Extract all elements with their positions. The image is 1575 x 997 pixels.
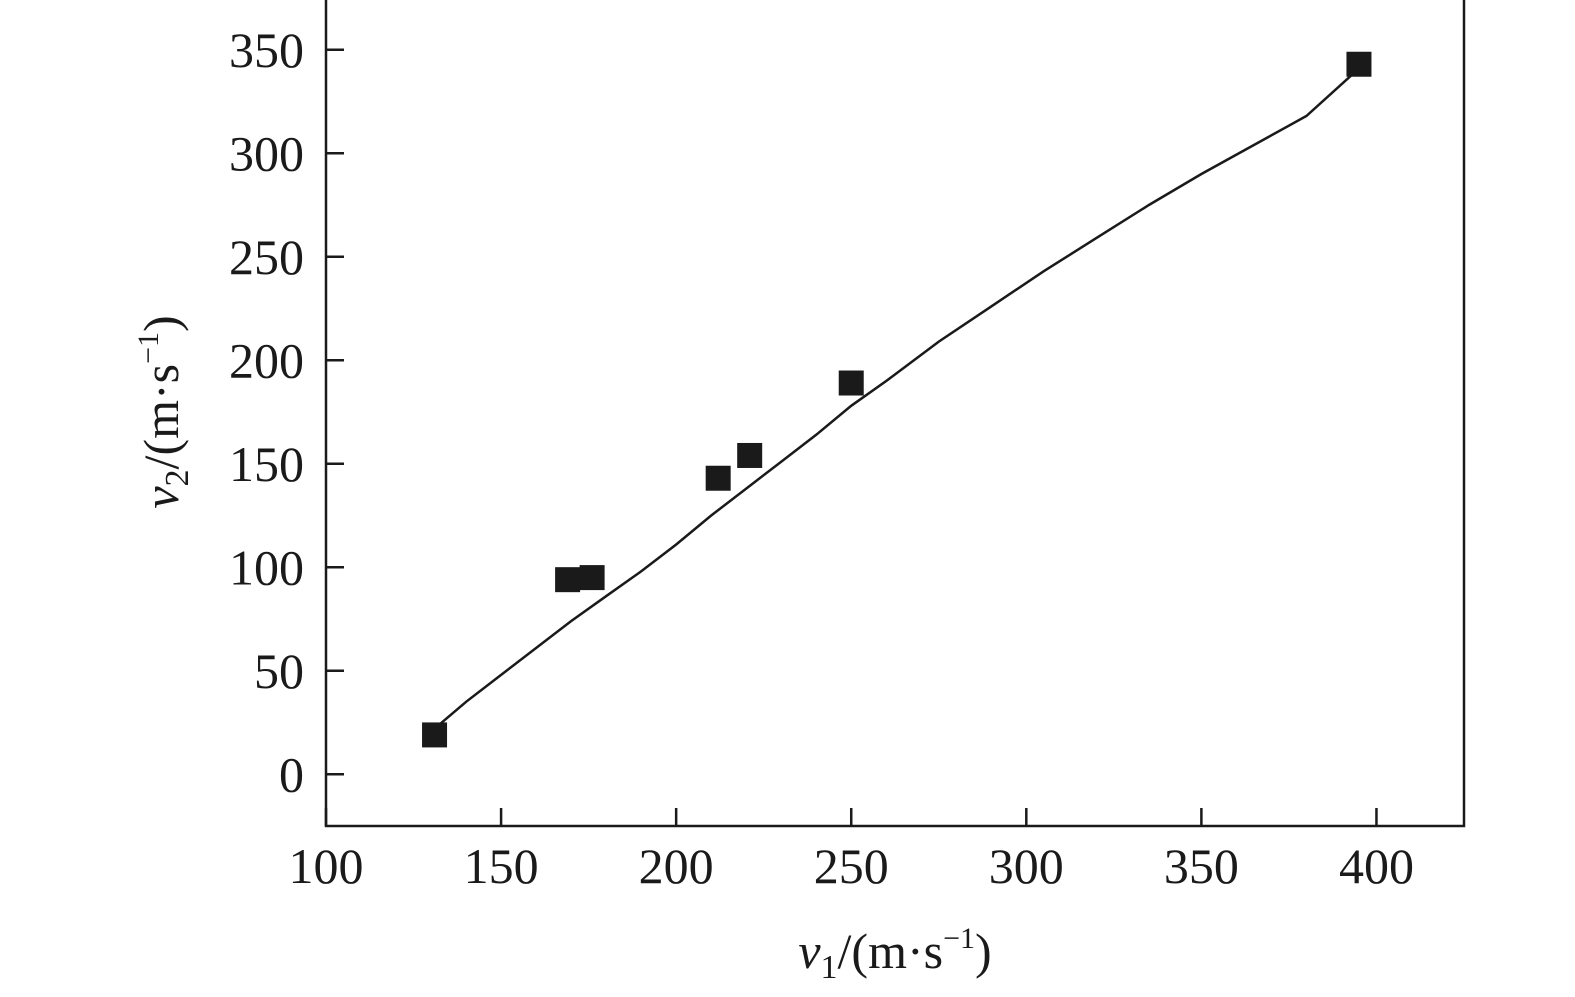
data-point: [705, 465, 731, 491]
data-markers: [422, 51, 1372, 748]
x-tick-label: 150: [464, 838, 539, 894]
y-tick-label: 0: [279, 746, 304, 802]
y-axis-ticks: 0 50 100 150 200 250 300 350: [229, 22, 344, 802]
y-tick-label: 200: [229, 332, 304, 388]
x-tick-label: 400: [1339, 838, 1414, 894]
x-tick-label: 100: [289, 838, 364, 894]
y-tick-label: 350: [229, 22, 304, 78]
x-tick-label: 250: [814, 838, 889, 894]
data-point: [579, 565, 605, 591]
y-tick-label: 100: [229, 539, 304, 595]
x-axis-title: v1/(m·s−1): [798, 922, 991, 986]
data-point: [555, 567, 581, 593]
data-point: [422, 722, 448, 748]
x-tick-label: 300: [989, 838, 1064, 894]
y-axis-title: v2/(m·s−1): [132, 315, 196, 508]
y-tick-label: 300: [229, 125, 304, 181]
y-tick-label: 50: [254, 643, 304, 699]
x-tick-label: 200: [639, 838, 714, 894]
data-point: [737, 442, 763, 468]
x-axis-ticks: 100 150 200 250 300 350 400: [289, 808, 1414, 894]
data-point: [838, 370, 864, 396]
x-tick-label: 350: [1164, 838, 1239, 894]
y-tick-label: 150: [229, 436, 304, 492]
fit-curve: [433, 67, 1360, 730]
plot-frame: [324, 0, 1466, 828]
data-point: [1346, 51, 1372, 77]
y-tick-label: 250: [229, 229, 304, 285]
